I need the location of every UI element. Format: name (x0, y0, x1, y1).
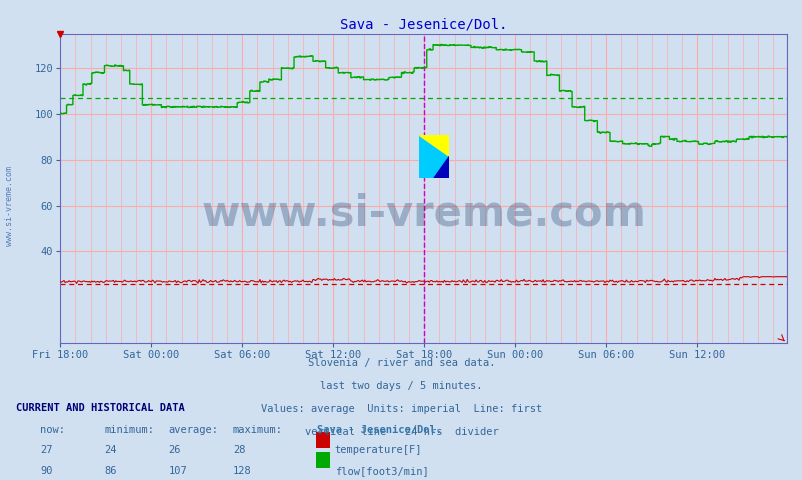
Text: Values: average  Units: imperial  Line: first: Values: average Units: imperial Line: fi… (261, 404, 541, 414)
Text: flow[foot3/min]: flow[foot3/min] (334, 466, 428, 476)
Text: 28: 28 (233, 445, 245, 456)
Text: Slovenia / river and sea data.: Slovenia / river and sea data. (307, 358, 495, 368)
Text: last two days / 5 minutes.: last two days / 5 minutes. (320, 381, 482, 391)
Text: 128: 128 (233, 466, 251, 476)
Text: average:: average: (168, 425, 218, 435)
Text: www.si-vreme.com: www.si-vreme.com (200, 192, 646, 234)
Title: Sava - Jesenice/Dol.: Sava - Jesenice/Dol. (339, 17, 507, 31)
Text: vertical line - 24 hrs  divider: vertical line - 24 hrs divider (304, 427, 498, 437)
Text: now:: now: (40, 425, 65, 435)
Text: minimum:: minimum: (104, 425, 154, 435)
Text: 90: 90 (40, 466, 53, 476)
Polygon shape (433, 156, 448, 178)
Text: 26: 26 (168, 445, 181, 456)
Polygon shape (418, 135, 448, 178)
Text: CURRENT AND HISTORICAL DATA: CURRENT AND HISTORICAL DATA (16, 403, 184, 413)
Text: Sava - Jesenice/Dol.: Sava - Jesenice/Dol. (317, 425, 442, 435)
Text: 107: 107 (168, 466, 187, 476)
Text: maximum:: maximum: (233, 425, 282, 435)
Polygon shape (418, 135, 448, 156)
Text: temperature[F]: temperature[F] (334, 445, 422, 456)
Text: www.si-vreme.com: www.si-vreme.com (5, 167, 14, 246)
Text: 24: 24 (104, 445, 117, 456)
Text: 86: 86 (104, 466, 117, 476)
Text: 27: 27 (40, 445, 53, 456)
